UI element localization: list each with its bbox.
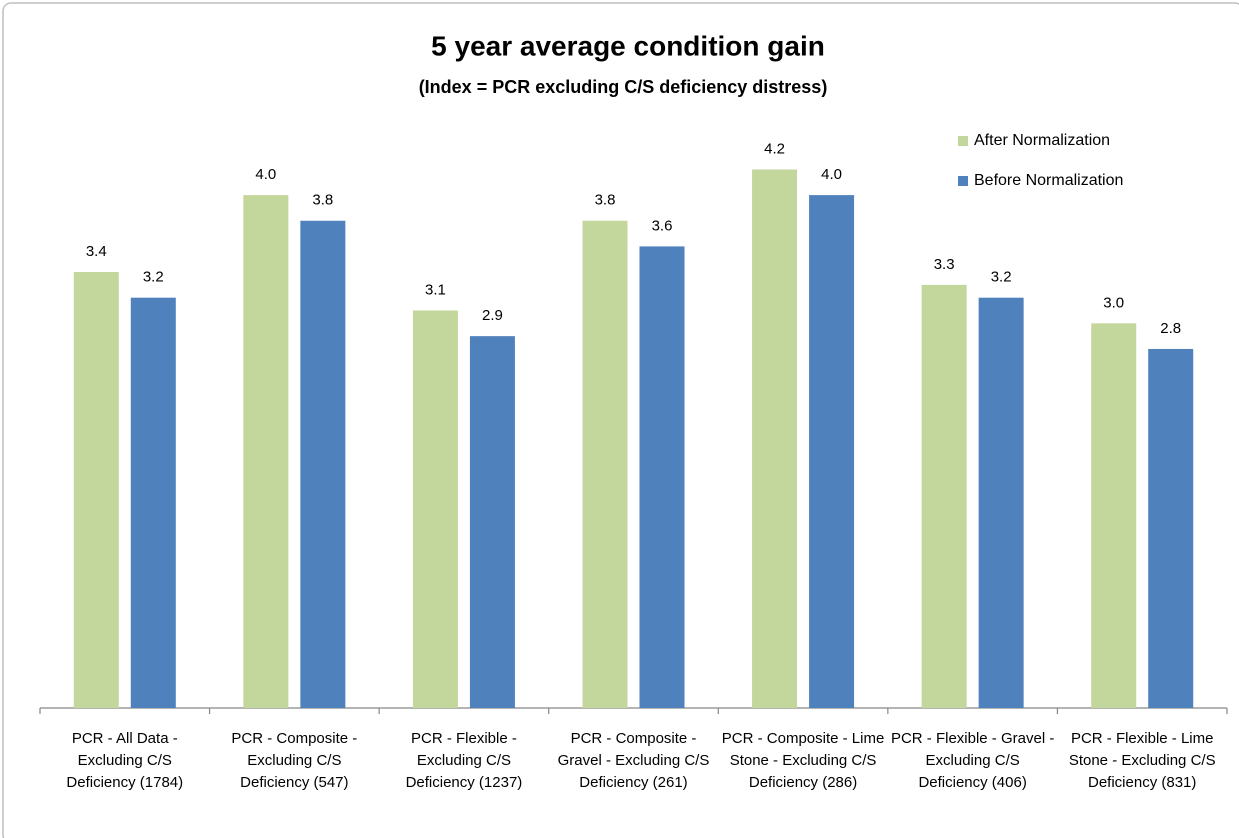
data-label: 3.2 [991, 269, 1012, 286]
bar [412, 310, 458, 708]
data-label: 2.8 [1160, 320, 1181, 337]
bar [639, 246, 685, 708]
x-tick-label: PCR - Flexible - Excluding C/S Deficienc… [405, 730, 523, 791]
bar [1148, 348, 1194, 708]
legend-label: After Normalization [974, 132, 1110, 149]
data-label: 3.6 [652, 217, 673, 234]
data-label: 3.3 [934, 256, 955, 273]
bar [809, 195, 855, 709]
data-label: 3.4 [86, 243, 107, 260]
bar [978, 297, 1024, 708]
bar [130, 297, 176, 708]
legend-label: Before Normalization [974, 172, 1123, 189]
data-label: 3.8 [312, 192, 333, 209]
bar [752, 169, 798, 708]
bar [243, 195, 289, 709]
x-tick-label: PCR - Composite - Gravel - Excluding C/S… [557, 730, 710, 791]
chart-title: 5 year average condition gain [431, 30, 825, 61]
bar [921, 284, 967, 708]
x-tick-label: PCR - Flexible - Gravel - Excluding C/S … [890, 730, 1055, 791]
x-tick-label: PCR - Composite - Lime Stone - Excluding… [721, 730, 885, 791]
x-tick-label: PCR - Composite - Excluding C/S Deficien… [231, 730, 358, 791]
legend-swatch [958, 136, 968, 146]
data-label: 4.0 [821, 166, 842, 183]
bar [469, 336, 515, 708]
bar [1091, 323, 1137, 708]
bar [582, 220, 628, 708]
data-label: 3.2 [143, 269, 164, 286]
x-tick-label: PCR - Flexible - Lime Stone - Excluding … [1068, 730, 1216, 791]
x-tick-label: PCR - All Data - Excluding C/S Deficienc… [66, 730, 184, 791]
bar [73, 272, 119, 708]
data-label: 3.1 [425, 281, 446, 298]
bar [300, 220, 346, 708]
data-label: 4.2 [764, 140, 785, 157]
chart-subtitle: (Index = PCR excluding C/S deficiency di… [419, 77, 828, 97]
data-label: 3.8 [595, 192, 616, 209]
data-label: 3.0 [1103, 294, 1124, 311]
data-label: 4.0 [255, 166, 276, 183]
legend-swatch [958, 176, 968, 186]
data-label: 2.9 [482, 307, 503, 324]
